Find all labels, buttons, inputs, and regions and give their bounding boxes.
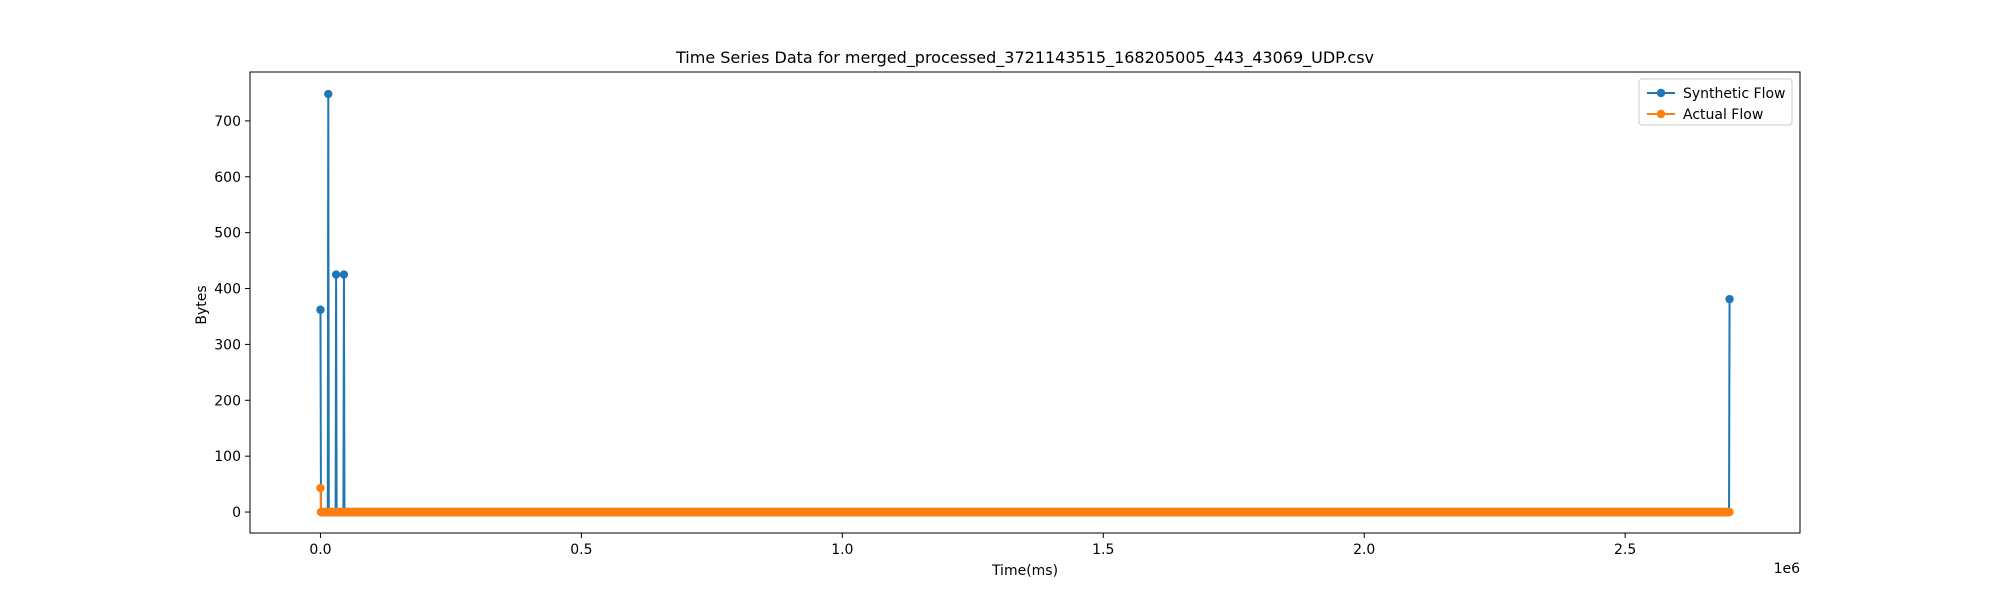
series-markers-actual-flow bbox=[316, 483, 1734, 517]
data-point bbox=[339, 270, 349, 279]
data-point bbox=[324, 89, 333, 99]
data-point bbox=[1725, 294, 1734, 304]
data-point bbox=[316, 483, 325, 493]
plot-area bbox=[316, 89, 1734, 517]
chart-title: Time Series Data for merged_processed_37… bbox=[675, 48, 1374, 68]
data-point bbox=[331, 270, 341, 279]
data-point bbox=[316, 305, 325, 314]
